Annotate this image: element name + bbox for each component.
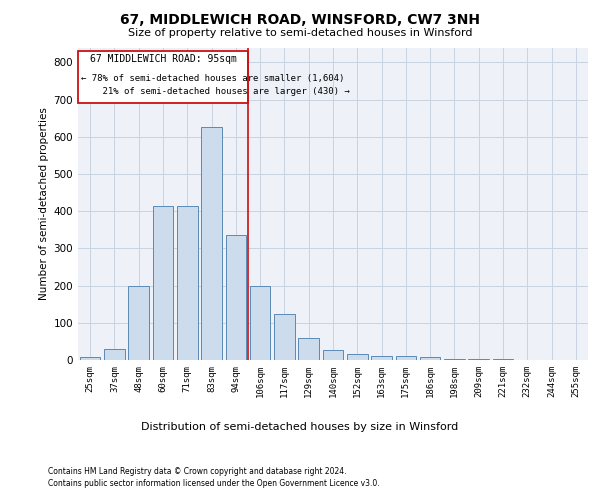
Bar — [469, 359, 489, 360]
Bar — [420, 357, 440, 360]
Bar — [274, 314, 295, 360]
Text: Contains public sector information licensed under the Open Government Licence v3: Contains public sector information licen… — [48, 479, 380, 488]
Bar — [104, 349, 125, 360]
Text: 67 MIDDLEWICH ROAD: 95sqm: 67 MIDDLEWICH ROAD: 95sqm — [89, 54, 236, 64]
Bar — [347, 354, 368, 360]
Bar — [80, 357, 100, 360]
Y-axis label: Number of semi-detached properties: Number of semi-detached properties — [40, 108, 49, 300]
Bar — [128, 286, 149, 360]
Bar — [250, 286, 271, 360]
Bar — [323, 350, 343, 360]
Text: 21% of semi-detached houses are larger (430) →: 21% of semi-detached houses are larger (… — [81, 88, 350, 96]
Text: Contains HM Land Registry data © Crown copyright and database right 2024.: Contains HM Land Registry data © Crown c… — [48, 468, 347, 476]
Bar — [298, 338, 319, 360]
Bar — [177, 206, 197, 360]
FancyBboxPatch shape — [79, 51, 248, 104]
Bar — [395, 356, 416, 360]
Bar — [201, 128, 222, 360]
Bar — [226, 236, 246, 360]
Bar — [371, 356, 392, 360]
Text: ← 78% of semi-detached houses are smaller (1,604): ← 78% of semi-detached houses are smalle… — [81, 74, 344, 83]
Bar — [444, 358, 465, 360]
Text: Size of property relative to semi-detached houses in Winsford: Size of property relative to semi-detach… — [128, 28, 472, 38]
Text: Distribution of semi-detached houses by size in Winsford: Distribution of semi-detached houses by … — [142, 422, 458, 432]
Bar — [152, 206, 173, 360]
Text: 67, MIDDLEWICH ROAD, WINSFORD, CW7 3NH: 67, MIDDLEWICH ROAD, WINSFORD, CW7 3NH — [120, 12, 480, 26]
